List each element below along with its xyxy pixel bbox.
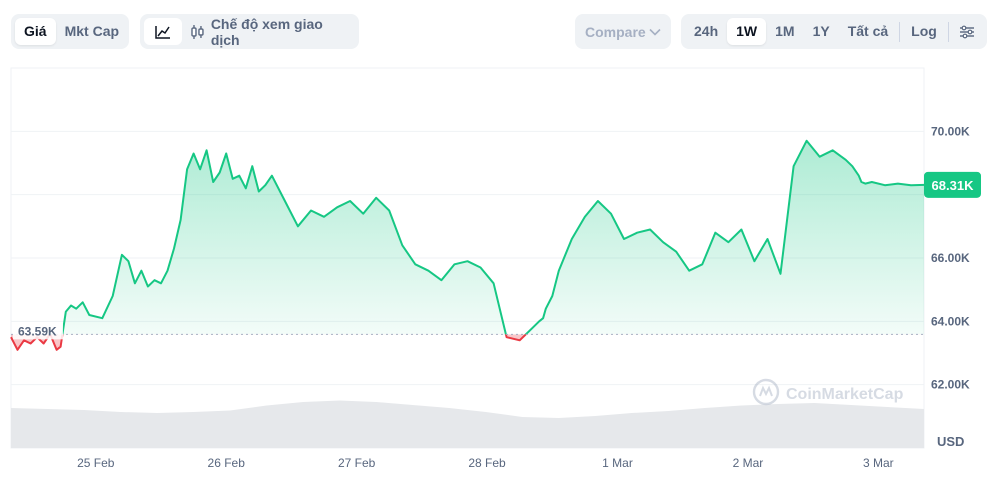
x-tick-label: 25 Feb bbox=[77, 456, 115, 470]
range-1w[interactable]: 1W bbox=[727, 18, 767, 45]
current-price-label: 68.31K bbox=[932, 178, 975, 193]
time-range-toggle: 24h 1W 1M 1Y Tất cả Log bbox=[681, 14, 987, 49]
y-tick-label: 70.00K bbox=[931, 124, 970, 138]
range-1y[interactable]: 1Y bbox=[812, 23, 830, 39]
trading-view-label: Chế độ xem giao dịch bbox=[210, 15, 323, 48]
price-area-up bbox=[49, 140, 924, 335]
y-tick-label: 64.00K bbox=[931, 314, 970, 328]
coinmarketcap-watermark: CoinMarketCap bbox=[752, 378, 904, 406]
compare-label: Compare bbox=[585, 23, 646, 40]
candlestick-icon bbox=[191, 24, 204, 39]
watermark-text: CoinMarketCap bbox=[786, 386, 904, 403]
price-chart[interactable]: 63.59K 68.31K 62.00K 64.00K 66.00K 70.00K 25 … bbox=[0, 60, 994, 491]
x-tick-label: 26 Feb bbox=[208, 456, 246, 470]
y-tick-label: 66.00K bbox=[931, 251, 970, 265]
log-scale-button[interactable]: Log bbox=[911, 23, 937, 39]
y-tick-label: 62.00K bbox=[931, 378, 970, 392]
toolbar-divider bbox=[899, 21, 901, 42]
x-tick-label: 27 Feb bbox=[338, 456, 376, 470]
x-tick-label: 28 Feb bbox=[468, 456, 506, 470]
tab-price[interactable]: Giá bbox=[15, 18, 56, 45]
range-all[interactable]: Tất cả bbox=[847, 23, 889, 39]
range-1m[interactable]: 1M bbox=[775, 23, 795, 39]
sliders-icon bbox=[959, 25, 974, 39]
price-line-up bbox=[48, 139, 925, 335]
line-chart-icon bbox=[155, 25, 170, 39]
chart-mode-toggle: Chế độ xem giao dịch bbox=[140, 14, 359, 49]
line-chart-button[interactable] bbox=[144, 18, 182, 45]
x-tick-label: 2 Mar bbox=[733, 456, 764, 470]
coinmarketcap-logo-icon bbox=[752, 378, 780, 406]
reference-price-label: 63.59K bbox=[18, 324, 57, 338]
chart-settings-button[interactable] bbox=[951, 18, 983, 45]
volume-area bbox=[11, 400, 924, 448]
current-price-badge bbox=[924, 171, 981, 198]
price-chart-svg[interactable]: 63.59K 68.31K 62.00K 64.00K 66.00K 70.00K 25 … bbox=[0, 60, 994, 491]
x-tick-label: 1 Mar bbox=[602, 456, 633, 470]
compare-dropdown[interactable]: Compare bbox=[575, 14, 671, 49]
chevron-down-icon bbox=[649, 28, 661, 36]
reference-label-bg bbox=[13, 323, 63, 340]
trading-view-button[interactable]: Chế độ xem giao dịch bbox=[190, 16, 355, 48]
price-mktcap-toggle: Giá Mkt Cap bbox=[11, 14, 129, 49]
toolbar-divider bbox=[947, 21, 949, 42]
tab-mkt-cap[interactable]: Mkt Cap bbox=[64, 23, 120, 39]
range-24h[interactable]: 24h bbox=[694, 23, 719, 39]
currency-label: USD bbox=[937, 434, 964, 449]
x-tick-label: 3 Mar bbox=[863, 456, 894, 470]
